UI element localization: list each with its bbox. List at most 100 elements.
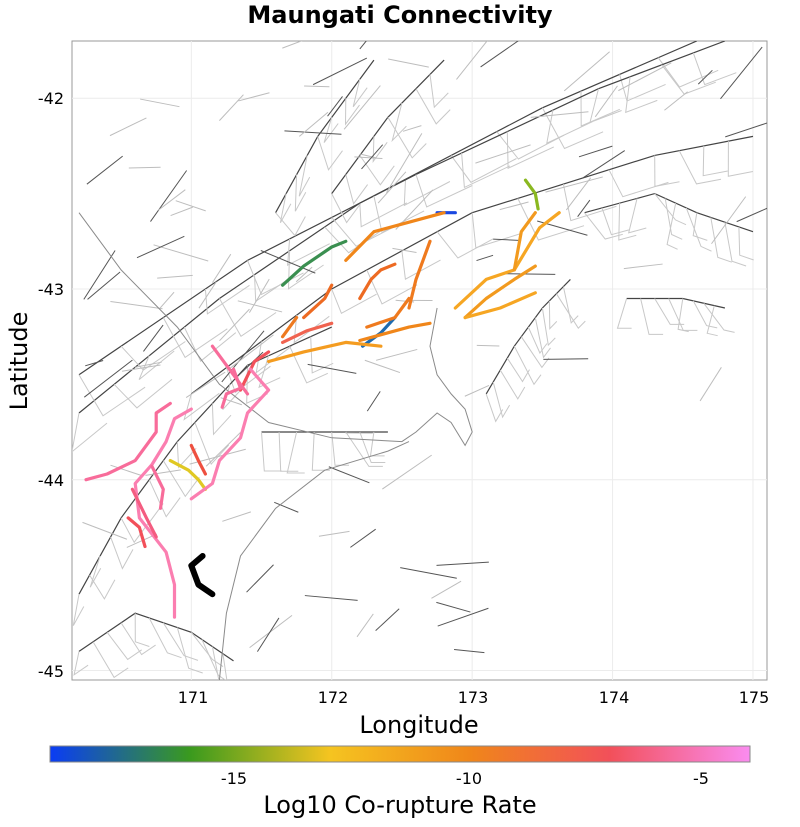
- fault-patch-outline: [506, 131, 555, 170]
- fault-patch-outline: [403, 179, 451, 207]
- fault-patch-outline: [72, 594, 85, 626]
- fault-patch-outline: [293, 315, 330, 344]
- fault-patch-outline: [618, 203, 637, 241]
- connected-fault-trace: [358, 262, 397, 301]
- background-fault-segment: [82, 521, 128, 540]
- fault-patch-outline: [608, 169, 669, 198]
- background-fault-segment: [736, 207, 767, 223]
- fault-patch-outline: [261, 431, 282, 472]
- fault-patch-outline: [183, 392, 220, 421]
- background-fault-segment: [618, 62, 672, 92]
- background-fault-segment: [563, 51, 610, 92]
- source-fault: [188, 553, 216, 598]
- background-fault-segment: [375, 608, 400, 632]
- background-fault-segment: [246, 564, 274, 593]
- background-fault-segment: [545, 176, 603, 193]
- connected-fault-trace: [189, 443, 207, 476]
- fault-patch-outline: [492, 381, 511, 419]
- y-tick-label: -45: [38, 662, 64, 681]
- fault-patch-outline: [138, 350, 175, 380]
- y-tick-label: -42: [38, 89, 64, 108]
- fault-patch-outline: [89, 574, 116, 600]
- fault-patch-outline: [555, 293, 586, 329]
- fault-patch-outline: [616, 298, 632, 329]
- fault-patch-outline: [162, 622, 199, 661]
- fault-patch-outline: [72, 412, 108, 453]
- connected-fault-trace: [168, 459, 207, 491]
- background-fault-segment: [502, 273, 556, 275]
- background-fault-segment: [85, 360, 104, 367]
- background-fault-segment: [388, 58, 429, 68]
- background-fault-segment: [221, 330, 265, 383]
- background-fault-segment: [543, 358, 589, 360]
- fault-patch-outline: [134, 613, 150, 647]
- background-fault-segment: [480, 41, 519, 68]
- connected-fault-trace: [463, 264, 537, 320]
- background-fault-segment: [364, 359, 401, 374]
- background-fault-segment: [143, 324, 164, 352]
- background-fault-segment: [222, 511, 252, 522]
- connected-fault-trace: [463, 291, 537, 320]
- fault-patch-outline: [391, 102, 407, 143]
- fault-patch-outline: [485, 393, 504, 423]
- connected-fault-trace: [133, 407, 193, 619]
- fault-patch-outline: [580, 91, 620, 127]
- connected-faults: [84, 178, 561, 619]
- fault-patch-outline: [120, 517, 149, 544]
- fault-patch-outline: [692, 52, 737, 86]
- background-fault-segment: [307, 363, 357, 374]
- coastline: [78, 212, 473, 680]
- background-fault-segment: [109, 117, 147, 137]
- fault-patch-outline: [654, 298, 685, 325]
- fault-patch-outline: [415, 174, 473, 208]
- background-fault-segment: [128, 166, 161, 169]
- fault-patch-outline: [692, 300, 718, 329]
- fault-patch-outline: [541, 107, 604, 150]
- colorbar: [49, 745, 751, 763]
- background-fault-segment: [356, 613, 374, 638]
- fault-patch-outline: [211, 646, 220, 680]
- fault-patch-outline: [548, 300, 558, 330]
- fault-patch-outline: [110, 536, 134, 570]
- fault-patch-outline: [534, 317, 551, 359]
- fault-patch-outline: [372, 136, 388, 163]
- background-fault-segment: [359, 153, 377, 159]
- fault-patch-outline: [692, 212, 708, 241]
- background-fault-segment: [229, 334, 274, 369]
- fault-patch-outline: [589, 88, 622, 124]
- colorbar-label: Log10 Co-rupture Rate: [263, 791, 536, 819]
- connected-fault-trace: [267, 340, 383, 364]
- background-fault-segment: [327, 96, 343, 117]
- fault-patch-outline: [162, 460, 200, 498]
- fault-patch-outline: [703, 302, 735, 333]
- fault-patch-outline: [287, 238, 330, 267]
- background-fault-segment: [87, 271, 121, 300]
- connected-fault-trace: [84, 401, 172, 482]
- fault-patch-outline: [344, 98, 360, 126]
- background-fault-segment: [205, 432, 241, 467]
- background-fault-segment: [284, 130, 342, 135]
- connected-fault-trace: [358, 321, 432, 343]
- y-axis-label: Latitude: [5, 312, 33, 411]
- background-fault-segment: [185, 371, 226, 398]
- background-fault-segment: [157, 189, 186, 211]
- fault-patch-outline: [727, 141, 753, 177]
- background-fault-segment: [83, 359, 133, 398]
- source-fault-trace: [188, 553, 216, 598]
- fault-patch-outline: [331, 288, 377, 315]
- y-tick-label: -43: [38, 280, 64, 299]
- connected-fault-trace: [220, 367, 243, 409]
- fault-patch-outline: [255, 341, 292, 374]
- background-fault-segment: [577, 199, 591, 218]
- fault-patch-outline: [359, 202, 408, 228]
- fault-patch-outline: [678, 150, 722, 185]
- fault-patch-outline: [373, 195, 425, 234]
- fault-patch-outline: [359, 155, 395, 186]
- fault-patch-outline: [183, 326, 237, 362]
- connected-fault-trace: [210, 344, 250, 396]
- background-fault-segment: [237, 300, 283, 313]
- x-axis-ticks: 171 172 173 174 175: [178, 688, 770, 707]
- fault-patch-outline: [162, 317, 228, 359]
- fault-patch-outline: [345, 174, 369, 205]
- x-tick-label: 173: [458, 688, 489, 707]
